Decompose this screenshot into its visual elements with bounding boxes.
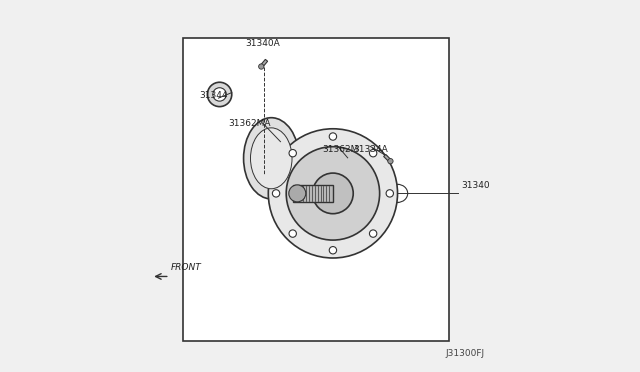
Circle shape (388, 158, 393, 164)
Ellipse shape (268, 129, 397, 258)
Bar (184, 38, 449, 341)
FancyBboxPatch shape (293, 185, 333, 202)
Circle shape (207, 82, 232, 107)
Circle shape (289, 230, 296, 237)
Polygon shape (383, 154, 392, 162)
Ellipse shape (244, 118, 299, 199)
Text: 31362M: 31362M (322, 145, 358, 154)
Circle shape (213, 88, 227, 101)
Text: 31340A: 31340A (245, 39, 280, 48)
Text: J31300FJ: J31300FJ (445, 349, 484, 358)
Text: 31362MA: 31362MA (228, 119, 270, 128)
Circle shape (329, 247, 337, 254)
Circle shape (259, 64, 264, 69)
Circle shape (273, 190, 280, 197)
Circle shape (329, 133, 337, 140)
Ellipse shape (312, 173, 353, 214)
Polygon shape (260, 60, 268, 67)
Circle shape (289, 150, 296, 157)
Circle shape (369, 230, 377, 237)
Text: 31344: 31344 (200, 91, 228, 100)
Text: 31340: 31340 (461, 182, 490, 190)
Text: FRONT: FRONT (172, 263, 202, 272)
Text: 31334A: 31334A (353, 145, 388, 154)
Ellipse shape (250, 128, 292, 189)
Circle shape (369, 150, 377, 157)
Circle shape (386, 190, 394, 197)
Ellipse shape (286, 147, 380, 240)
Circle shape (289, 185, 306, 202)
